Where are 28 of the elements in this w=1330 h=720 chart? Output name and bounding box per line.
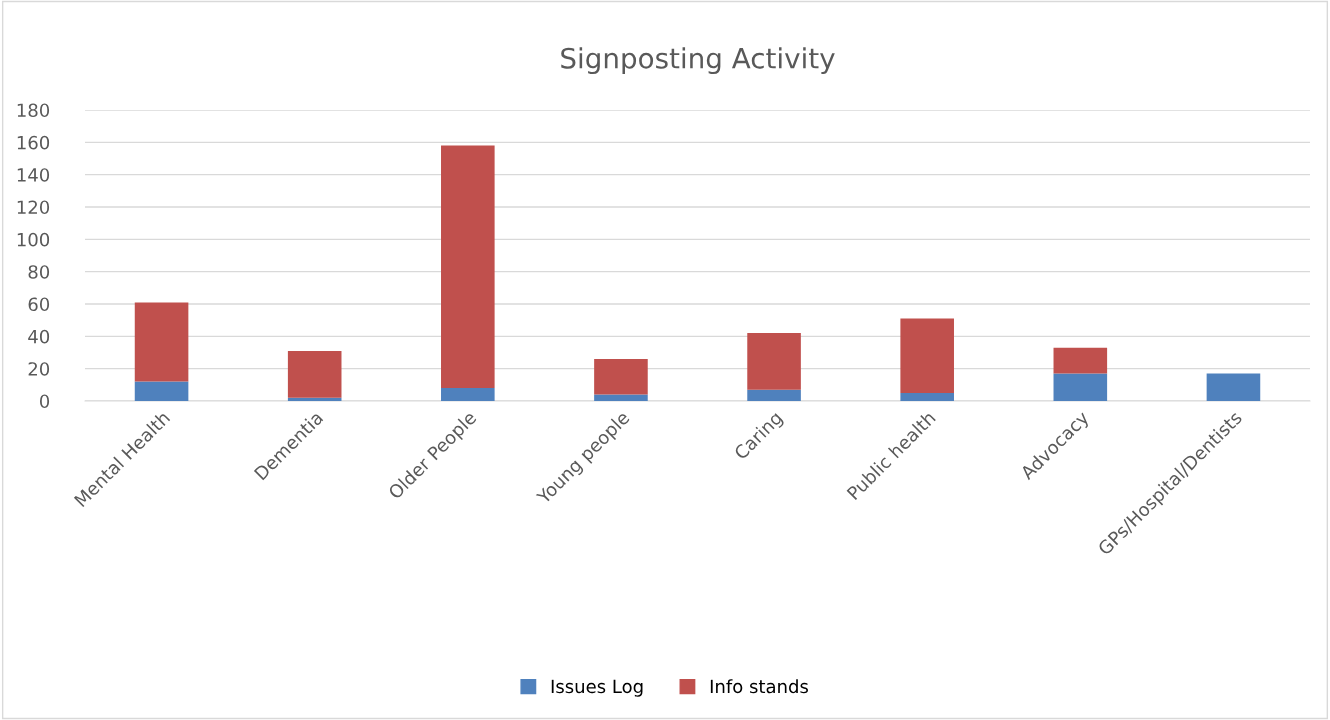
legend-label: Issues Log xyxy=(551,679,643,697)
y-tick-label: 180 xyxy=(17,103,50,118)
y-tick-label: 160 xyxy=(17,135,50,150)
y-tick-label: 140 xyxy=(17,168,50,182)
y-tick-label: 0 xyxy=(39,394,50,409)
bar xyxy=(747,333,801,390)
bar xyxy=(441,388,495,401)
bar xyxy=(1053,347,1108,374)
bar xyxy=(1053,373,1108,401)
bar xyxy=(594,358,648,395)
y-tick-label: 60 xyxy=(28,297,50,312)
y-tick-label: 100 xyxy=(17,232,50,247)
y-tick-label: 80 xyxy=(28,265,50,279)
y-tick-label: 40 xyxy=(28,329,50,344)
bar xyxy=(441,145,495,389)
bar xyxy=(900,392,954,401)
bar xyxy=(287,350,342,398)
bar xyxy=(287,397,342,401)
chart-title: Signposting Activity xyxy=(561,47,835,75)
y-tick-label: 20 xyxy=(28,362,50,376)
bar xyxy=(1206,373,1261,401)
bar xyxy=(134,381,189,401)
bar xyxy=(900,318,954,393)
bar xyxy=(594,394,648,401)
bar xyxy=(747,389,801,401)
legend-label: Info stands xyxy=(710,679,808,694)
y-tick-label: 120 xyxy=(17,200,50,215)
bar xyxy=(134,302,189,382)
